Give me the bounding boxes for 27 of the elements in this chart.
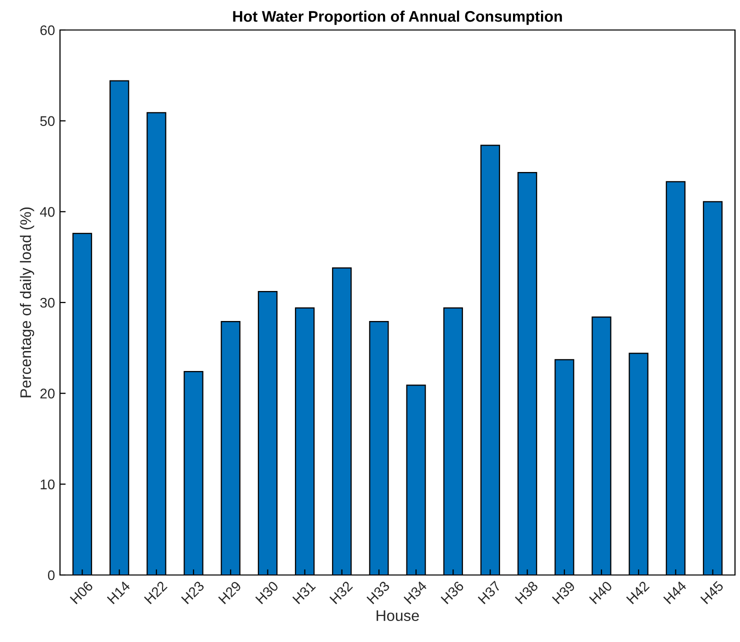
x-tick-label: H14 [106,580,131,604]
x-tick-label: H06 [70,580,94,604]
x-tick-label: H44 [663,580,687,604]
x-axis-title: House [376,610,419,622]
x-tick-label: H39 [552,580,576,604]
x-tick-label: H32 [329,580,354,604]
y-axis-title: Percentage of daily load (%) [20,207,34,398]
x-tick-label: H42 [626,580,650,604]
x-tick-label: H45 [700,580,724,604]
x-tick-label: H33 [366,580,390,604]
y-tick-label: 20 [40,388,55,399]
x-tick-label: H38 [514,580,539,604]
x-tick-label: H36 [440,580,464,604]
x-tick-label: H30 [255,580,279,604]
y-tick-label: 30 [40,298,55,308]
x-tick-label: H31 [292,580,316,604]
y-tick-label: 10 [40,480,55,490]
x-tick-label: H29 [218,580,242,604]
chart-title: Hot Water Proportion of Annual Consumption [233,10,562,25]
x-tick-label: H22 [144,580,168,604]
x-tick-label: H23 [180,580,205,604]
x-tick-label: H40 [588,580,613,604]
y-tick-label: 40 [40,207,55,217]
y-tick-label: 0 [48,570,55,580]
y-tick-label: 50 [40,116,55,126]
y-tick-label: 60 [40,25,55,36]
x-tick-label: H34 [404,580,428,604]
